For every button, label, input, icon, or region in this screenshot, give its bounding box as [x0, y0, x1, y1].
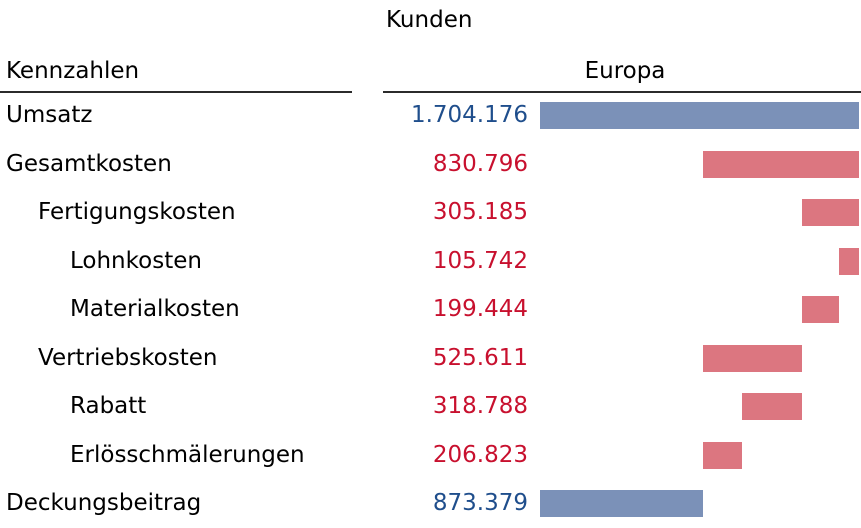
series-header: Europa	[584, 58, 666, 84]
cost-bar	[703, 150, 859, 178]
row-label: Lohnkosten	[70, 247, 202, 274]
row-label: Erlösschmälerungen	[70, 441, 305, 468]
row-value: 318.788	[432, 393, 528, 419]
cost-bar	[801, 199, 859, 226]
table-row: Materialkosten 199.444	[0, 286, 861, 334]
label-column-header: Kennzahlen	[6, 58, 140, 84]
row-value: 525.611	[432, 344, 528, 371]
row-value: 1.704.176	[410, 102, 528, 128]
table-row: Vertriebskosten 525.611	[0, 335, 861, 383]
cost-bar	[703, 344, 802, 372]
cost-bar	[703, 441, 743, 469]
table-row: Deckungsbeitrag 873.379	[0, 480, 861, 528]
cost-bar	[801, 296, 840, 323]
row-value: 830.796	[432, 150, 528, 177]
cost-bar	[839, 247, 859, 275]
row-value: 206.823	[432, 441, 528, 468]
row-label: Fertigungskosten	[38, 199, 236, 225]
row-value: 105.742	[432, 247, 528, 274]
row-label: Deckungsbeitrag	[6, 490, 202, 516]
total-bar	[540, 102, 859, 129]
row-value: 305.185	[432, 199, 528, 225]
header-divider-left	[0, 91, 352, 93]
table-row: Umsatz 1.704.176	[0, 92, 861, 140]
table-row: Rabatt 318.788	[0, 383, 861, 431]
table-row: Fertigungskosten 305.185	[0, 189, 861, 237]
row-label: Umsatz	[6, 102, 93, 128]
column-group-header: Kunden	[386, 7, 473, 33]
row-value: 199.444	[432, 296, 528, 322]
row-label: Gesamtkosten	[6, 150, 172, 177]
total-bar	[540, 490, 704, 517]
table-row: Gesamtkosten 830.796	[0, 141, 861, 189]
row-label: Vertriebskosten	[38, 344, 218, 371]
row-label: Rabatt	[70, 393, 147, 419]
row-label: Materialkosten	[70, 296, 240, 322]
table-row: Erlösschmälerungen 206.823	[0, 432, 861, 480]
header-divider-right	[383, 91, 861, 93]
row-value: 873.379	[432, 490, 528, 516]
table-row: Lohnkosten 105.742	[0, 238, 861, 286]
cost-bar	[742, 393, 802, 420]
